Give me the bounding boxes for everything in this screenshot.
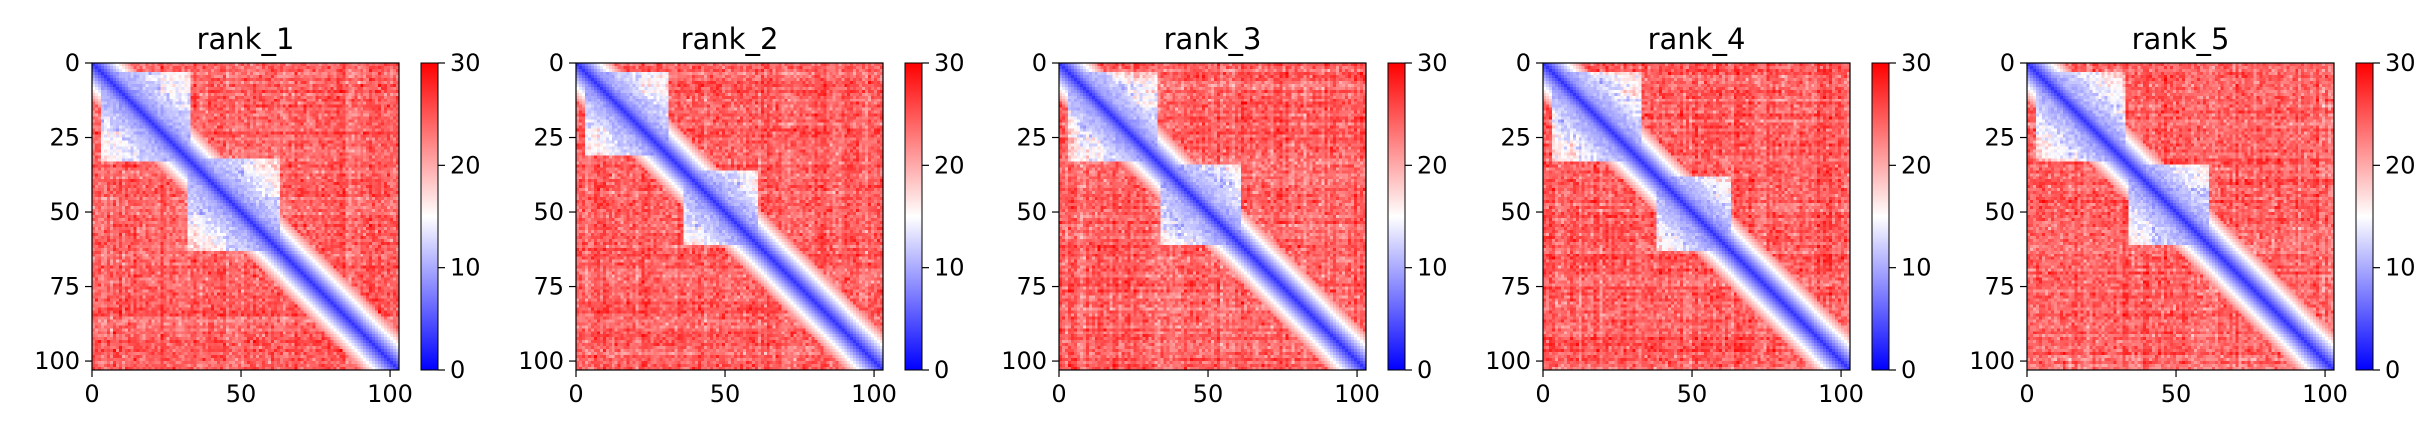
colorbar-tick-label: 20 — [1417, 151, 1448, 179]
colorbar-tick-label: 30 — [1417, 49, 1448, 77]
x-tick-label: 0 — [1051, 380, 1066, 408]
colorbar-tick-label: 10 — [934, 254, 965, 282]
colorbar-tick-label: 20 — [1901, 151, 1932, 179]
colorbar-tick-label: 30 — [2385, 49, 2416, 77]
colorbar-frame — [1871, 62, 1890, 371]
y-tick-label: 100 — [34, 347, 80, 375]
y-tick-label: 0 — [1032, 49, 1047, 77]
heatmap-image — [1543, 63, 1850, 370]
colorbar-tick-label: 10 — [1417, 254, 1448, 282]
x-tick-label: 100 — [851, 380, 897, 408]
x-tick-label: 0 — [84, 380, 99, 408]
colorbar-tick-label: 0 — [2385, 356, 2400, 384]
y-tick-label: 25 — [49, 124, 80, 152]
x-tick-label: 100 — [367, 380, 413, 408]
chart-title: rank_4 — [1648, 22, 1746, 56]
x-tick-label: 0 — [2019, 380, 2034, 408]
colorbar-tick-label: 10 — [2385, 254, 2416, 282]
heatmap-image — [2027, 63, 2334, 370]
colorbar — [2356, 63, 2373, 370]
y-tick-label: 50 — [533, 198, 564, 226]
y-tick-label: 25 — [1016, 124, 1047, 152]
y-tick-label: 0 — [65, 49, 80, 77]
x-tick-label: 100 — [2302, 380, 2348, 408]
colorbar-tick-label: 20 — [2385, 151, 2416, 179]
y-tick-label: 25 — [533, 124, 564, 152]
colorbar-frame — [1387, 62, 1406, 371]
y-tick-label: 50 — [1984, 198, 2015, 226]
colorbar-tick-label: 30 — [450, 49, 481, 77]
colorbar-tick-label: 20 — [450, 151, 481, 179]
colorbar — [421, 63, 438, 370]
x-tick-label: 50 — [2161, 380, 2192, 408]
x-tick-label: 50 — [1193, 380, 1224, 408]
colorbar-frame — [420, 62, 439, 371]
y-tick-label: 25 — [1984, 124, 2015, 152]
y-tick-label: 100 — [1969, 347, 2015, 375]
colorbar-frame — [2355, 62, 2374, 371]
x-tick-label: 0 — [568, 380, 583, 408]
colorbar-tick-label: 10 — [1901, 254, 1932, 282]
y-tick-label: 100 — [1001, 347, 1047, 375]
x-tick-label: 50 — [226, 380, 257, 408]
plot-frame — [1542, 62, 1851, 371]
y-tick-label: 0 — [1516, 49, 1531, 77]
plot-frame — [1058, 62, 1367, 371]
colorbar-frame — [904, 62, 923, 371]
y-tick-label: 25 — [1500, 124, 1531, 152]
plot-frame — [91, 62, 400, 371]
heatmap-panel-3 — [1052, 62, 1412, 377]
y-tick-label: 75 — [1500, 273, 1531, 301]
heatmap-image — [92, 63, 399, 370]
plot-frame — [2026, 62, 2335, 371]
heatmap-panel-2 — [569, 62, 929, 377]
y-tick-label: 50 — [1016, 198, 1047, 226]
y-tick-label: 75 — [1016, 273, 1047, 301]
y-tick-label: 75 — [49, 273, 80, 301]
colorbar — [1388, 63, 1405, 370]
y-tick-label: 50 — [1500, 198, 1531, 226]
heatmap-image — [1059, 63, 1366, 370]
colorbar-tick-label: 20 — [934, 151, 965, 179]
chart-title: rank_1 — [197, 22, 295, 56]
x-tick-label: 100 — [1334, 380, 1380, 408]
heatmap-image — [576, 63, 883, 370]
y-tick-label: 75 — [533, 273, 564, 301]
x-tick-label: 0 — [1535, 380, 1550, 408]
plot-frame — [575, 62, 884, 371]
heatmap-panel-4 — [1536, 62, 1896, 377]
x-tick-label: 50 — [1677, 380, 1708, 408]
colorbar-tick-label: 0 — [1417, 356, 1432, 384]
colorbar-tick-label: 30 — [1901, 49, 1932, 77]
x-tick-label: 50 — [710, 380, 741, 408]
x-tick-label: 100 — [1818, 380, 1864, 408]
y-tick-label: 100 — [518, 347, 564, 375]
colorbar-tick-label: 0 — [934, 356, 949, 384]
colorbar-tick-label: 0 — [1901, 356, 1916, 384]
chart-title: rank_5 — [2132, 22, 2230, 56]
heatmap-panel-5 — [2020, 62, 2380, 377]
y-tick-label: 0 — [549, 49, 564, 77]
chart-title: rank_2 — [681, 22, 779, 56]
y-tick-label: 75 — [1984, 273, 2015, 301]
colorbar-tick-label: 10 — [450, 254, 481, 282]
y-tick-label: 0 — [2000, 49, 2015, 77]
colorbar-tick-label: 30 — [934, 49, 965, 77]
colorbar — [1872, 63, 1889, 370]
heatmap-panel-1 — [85, 62, 445, 377]
colorbar — [905, 63, 922, 370]
colorbar-tick-label: 0 — [450, 356, 465, 384]
chart-title: rank_3 — [1164, 22, 1262, 56]
y-tick-label: 100 — [1485, 347, 1531, 375]
y-tick-label: 50 — [49, 198, 80, 226]
